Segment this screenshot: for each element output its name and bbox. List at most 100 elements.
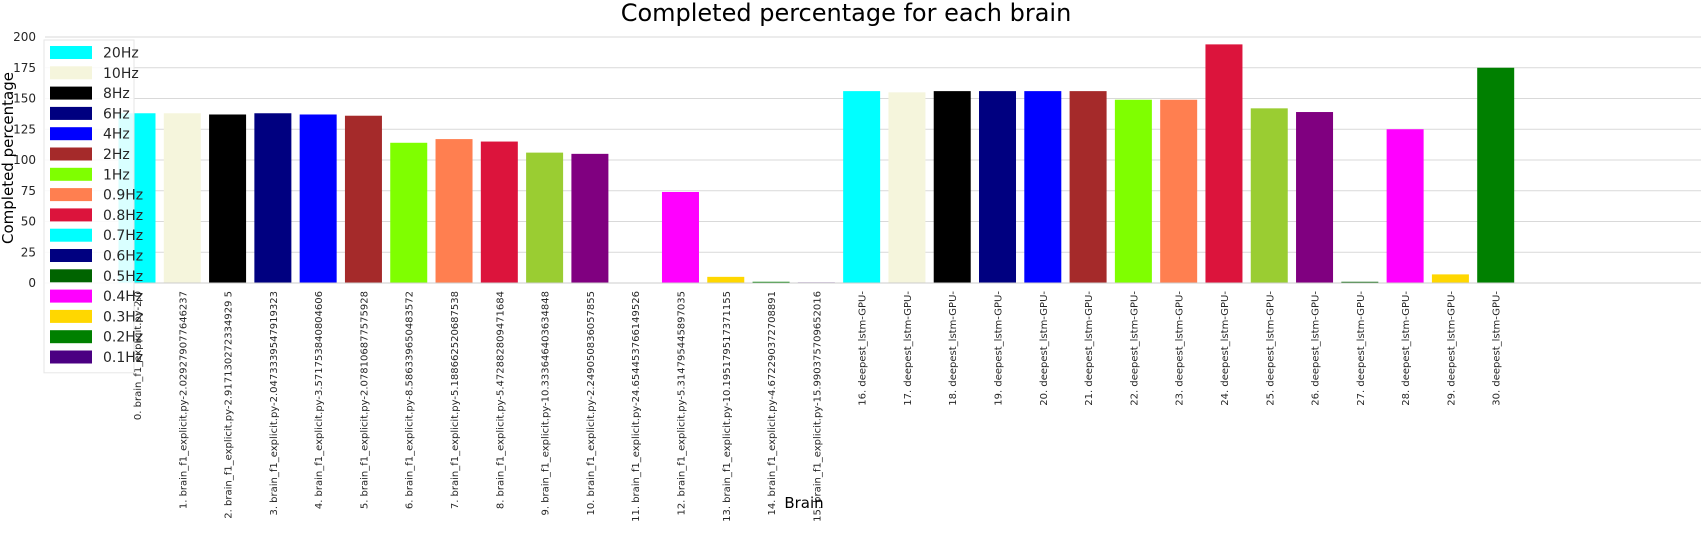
x-tick-label: 7. brain_f1_explicit.py-5.18866252068753… (450, 291, 461, 509)
x-tick-label: 27. deepest_lstm-GPU- (1356, 291, 1367, 406)
legend-swatch (50, 86, 92, 100)
legend-label: 4Hz (103, 127, 130, 143)
x-tick-label: 8. brain_f1_explicit.py-5.47288280947168… (495, 291, 506, 509)
x-tick-label: 1. brain_f1_explicit.py-2.02927907764623… (178, 291, 189, 509)
x-tick-label: 22. deepest_lstm-GPU- (1129, 291, 1140, 406)
legend-label: 0.5Hz (103, 269, 143, 285)
bar (1296, 112, 1334, 283)
x-tick-label: 20. deepest_lstm-GPU- (1039, 291, 1050, 406)
y-tick-label: 175 (13, 61, 36, 75)
x-tick-label: 4. brain_f1_explicit.py-3.57175384080460… (314, 291, 325, 509)
y-tick-label: 125 (13, 122, 36, 136)
x-tick-label: 28. deepest_lstm-GPU- (1401, 291, 1412, 406)
chart-title: Completed percentage for each brain (621, 0, 1072, 27)
x-tick-label: 29. deepest_lstm-GPU- (1446, 291, 1457, 406)
bar (1069, 91, 1107, 284)
legend-swatch (50, 46, 92, 59)
y-tick-label: 0 (28, 276, 36, 290)
y-tick-label: 25 (21, 245, 36, 259)
bar (390, 142, 428, 283)
legend-swatch (50, 228, 92, 242)
x-tick-label: 21. deepest_lstm-GPU- (1084, 291, 1095, 406)
x-tick-label: 16. deepest_lstm-GPU- (858, 291, 869, 406)
bar (1160, 99, 1198, 283)
x-tick-label: 30. deepest_lstm-GPU- (1492, 291, 1503, 406)
legend-label: 10Hz (103, 66, 139, 82)
x-tick-label: 18. deepest_lstm-GPU- (948, 291, 959, 406)
bar (1477, 67, 1515, 283)
legend-swatch (50, 147, 92, 161)
bar (979, 91, 1017, 284)
legend-label: 0.7Hz (103, 228, 143, 244)
x-axis-label: Brain (784, 494, 823, 512)
y-tick-label: 200 (13, 30, 36, 44)
legend-swatch (50, 167, 92, 181)
x-tick-label: 17. deepest_lstm-GPU- (903, 291, 914, 406)
legend-swatch (50, 106, 92, 120)
x-tick-label: 15. brain_f1_explicit.py-15.990375709652… (812, 291, 823, 522)
x-tick-label: 19. deepest_lstm-GPU- (994, 291, 1005, 406)
legend-label: 0.6Hz (103, 249, 143, 265)
y-tick-label: 50 (21, 215, 36, 229)
bar (480, 141, 518, 283)
bar (299, 114, 337, 284)
y-tick-label: 150 (13, 92, 36, 106)
x-tick-label: 0. brain_f1_explicit.py-2.0 (133, 291, 144, 420)
legend-swatch (50, 127, 92, 141)
legend-label: 6Hz (103, 106, 130, 122)
bar (1250, 108, 1288, 283)
bar (933, 91, 971, 284)
legend-label: 8Hz (103, 86, 130, 102)
legend-label: 2Hz (103, 147, 130, 163)
x-tick-label: 26. deepest_lstm-GPU- (1311, 291, 1322, 406)
legend-label: 0.9Hz (103, 188, 143, 204)
legend-swatch (50, 249, 92, 262)
bar (1205, 44, 1243, 283)
bar (707, 276, 745, 283)
legend-swatch (50, 66, 92, 80)
legend-label: 0.3Hz (103, 309, 143, 325)
x-tick-label: 3. brain_f1_explicit.py-2.04733395479193… (269, 291, 280, 516)
bar (209, 114, 247, 284)
bar (1114, 99, 1152, 283)
bar (1341, 281, 1379, 283)
bar (888, 92, 926, 283)
legend: 20Hz 10Hz 8Hz 6Hz 4Hz 2Hz 1Hz 0.9Hz 0.8Hz 0.7Hz 0.… (43, 39, 143, 374)
x-tick-label: 13. brain_f1_explicit.py-10.195179517371… (722, 291, 733, 522)
legend-label: 0.1Hz (103, 350, 143, 366)
legend-swatch (50, 330, 92, 344)
legend-swatch (50, 188, 92, 202)
x-tick-label: 9. brain_f1_explicit.py-10.3336464036348… (541, 291, 552, 516)
bar (163, 113, 201, 283)
legend-label: 0.8Hz (103, 208, 143, 224)
y-axis-label: Completed percentage (0, 72, 17, 244)
bar (1431, 274, 1469, 283)
x-tick-label: 24. deepest_lstm-GPU- (1220, 291, 1231, 406)
legend-swatch (50, 269, 92, 283)
x-tick-label: 14. brain_f1_explicit.py-4.6722903727088… (767, 291, 778, 516)
legend-swatch (50, 350, 92, 364)
legend-label: 0.4Hz (103, 289, 143, 305)
x-tick-label: 11. brain_f1_explicit.py-24.654453766149… (631, 291, 642, 522)
bar (843, 91, 881, 284)
y-tick-label: 75 (21, 184, 36, 198)
x-tick-label: 23. deepest_lstm-GPU- (1175, 291, 1186, 406)
y-tick-labels: 0 25 50 75 100 125 150 175 200 (13, 30, 36, 290)
y-tick-label: 100 (13, 153, 36, 167)
legend-label: 1Hz (103, 167, 130, 183)
bar (344, 115, 382, 283)
x-tick-label: 10. brain_f1_explicit.py-2.2490508360578… (586, 291, 597, 516)
bar (1024, 91, 1062, 284)
x-tick-label: 5. brain_f1_explicit.py-2.07810687757592… (359, 291, 370, 509)
legend-label: 0.2Hz (103, 330, 143, 346)
bars (118, 44, 1515, 284)
bar (254, 113, 292, 283)
bar (1386, 129, 1424, 283)
bar (661, 191, 699, 283)
legend-swatch (50, 208, 92, 222)
x-tick-label: 25. deepest_lstm-GPU- (1265, 291, 1276, 406)
x-tick-labels: 0. brain_f1_explicit.py-2.0 1. brain_f1_e… (133, 291, 1503, 522)
bar (526, 152, 564, 283)
legend-swatch (50, 309, 92, 323)
